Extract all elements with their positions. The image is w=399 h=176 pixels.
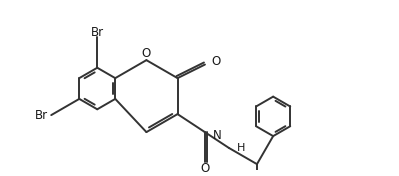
Text: N: N	[212, 129, 221, 142]
Text: Br: Br	[34, 109, 47, 122]
Text: Br: Br	[91, 26, 104, 39]
Text: O: O	[142, 47, 151, 60]
Text: H: H	[237, 143, 245, 153]
Text: O: O	[200, 162, 209, 175]
Text: O: O	[211, 55, 220, 68]
